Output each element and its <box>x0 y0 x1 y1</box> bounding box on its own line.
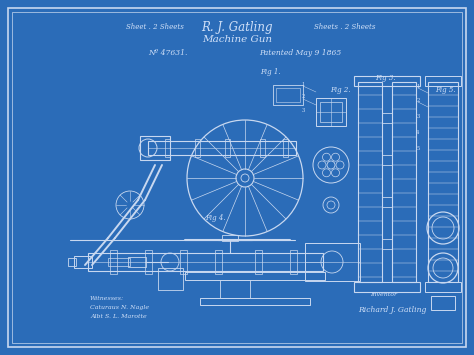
Bar <box>215 250 222 274</box>
Text: Fig 2.: Fig 2. <box>330 86 350 94</box>
Text: Sheet . 2 Sheets: Sheet . 2 Sheets <box>126 23 184 31</box>
Bar <box>425 282 461 292</box>
Text: Sheets . 2 Sheets: Sheets . 2 Sheets <box>314 23 376 31</box>
Text: 1: 1 <box>416 83 419 88</box>
Bar <box>425 76 461 86</box>
Bar <box>382 155 392 165</box>
Text: Witnesses:: Witnesses: <box>90 295 124 300</box>
Text: 3: 3 <box>416 114 419 119</box>
Bar <box>382 239 392 249</box>
Bar <box>158 268 183 290</box>
Bar <box>354 76 420 86</box>
Text: 5: 5 <box>416 146 419 151</box>
Text: Patented May 9 1865: Patented May 9 1865 <box>259 49 341 57</box>
Bar <box>195 139 200 157</box>
Text: Albt S. L. Marotte: Albt S. L. Marotte <box>90 315 147 320</box>
Bar <box>276 88 300 102</box>
Bar <box>148 141 296 155</box>
Bar <box>392 82 416 282</box>
Bar <box>428 82 458 282</box>
Bar <box>128 257 146 267</box>
Bar <box>354 282 420 292</box>
Text: Fig 4.: Fig 4. <box>205 214 225 222</box>
Text: Richard J. Gatling: Richard J. Gatling <box>358 306 427 314</box>
Bar <box>255 250 262 274</box>
Text: Fig 3.: Fig 3. <box>374 74 395 82</box>
Bar <box>358 82 382 282</box>
Bar <box>305 243 360 281</box>
Bar <box>283 139 288 157</box>
Bar <box>145 250 152 274</box>
Bar <box>68 258 76 266</box>
Bar <box>382 113 392 123</box>
Bar <box>108 258 130 266</box>
Bar <box>74 256 92 268</box>
Bar <box>225 139 230 157</box>
Text: Nº 47631.: Nº 47631. <box>148 49 187 57</box>
Text: Caturaus N. Nagle: Caturaus N. Nagle <box>90 306 149 311</box>
Bar <box>320 102 342 122</box>
Bar <box>200 298 310 305</box>
Text: R. J. Gatling: R. J. Gatling <box>201 21 273 33</box>
Text: Fig 1.: Fig 1. <box>260 68 280 76</box>
Text: Machine Gun: Machine Gun <box>202 36 272 44</box>
Bar <box>382 197 392 207</box>
Bar <box>220 280 250 298</box>
Text: 2: 2 <box>416 98 419 103</box>
Bar <box>431 296 455 310</box>
Bar <box>165 139 170 157</box>
Bar <box>185 272 325 280</box>
Bar <box>88 253 323 271</box>
Text: 4: 4 <box>416 130 419 135</box>
Bar <box>110 250 117 274</box>
Bar <box>222 235 238 241</box>
Bar <box>260 139 265 157</box>
Bar <box>180 250 187 274</box>
Bar <box>316 98 346 126</box>
Text: 2: 2 <box>301 94 305 99</box>
Text: Inventor: Inventor <box>370 293 397 297</box>
Text: 1: 1 <box>301 82 305 87</box>
Text: 3: 3 <box>301 108 305 113</box>
Bar <box>273 85 303 105</box>
Bar <box>290 250 297 274</box>
Bar <box>140 136 170 160</box>
Text: Fig 5.: Fig 5. <box>435 86 456 94</box>
